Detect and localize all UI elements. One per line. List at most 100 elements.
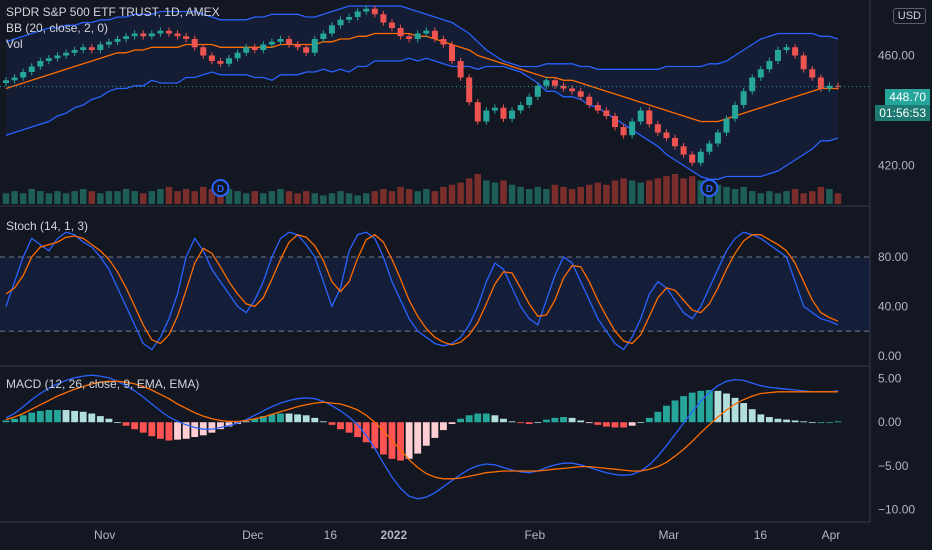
candle-body <box>500 107 507 119</box>
candle-body <box>165 30 172 34</box>
candle-body <box>620 127 627 136</box>
candle-body <box>45 58 52 61</box>
candle-body <box>337 19 344 26</box>
macd-histogram-bar <box>45 410 53 423</box>
volume-bar <box>19 193 27 204</box>
candle-body <box>834 85 842 87</box>
candle-body <box>491 107 498 111</box>
volume-bar <box>371 191 379 204</box>
candle-body <box>800 55 807 70</box>
volume-bar <box>139 193 147 204</box>
macd-histogram-bar <box>800 421 808 423</box>
macd-histogram-bar <box>311 417 319 423</box>
volume-bar <box>620 178 627 204</box>
macd-histogram-bar <box>19 415 27 423</box>
macd-histogram-bar <box>585 422 593 424</box>
volume-bar <box>165 186 173 204</box>
candle-body <box>208 55 215 61</box>
volume-bar <box>525 189 533 204</box>
macd-histogram-bar <box>2 420 10 423</box>
macd-histogram-bar <box>663 405 670 423</box>
volume-bar <box>28 189 35 204</box>
volume-bar <box>311 193 319 204</box>
candle-body <box>157 30 164 34</box>
macd-histogram-bar <box>688 392 696 423</box>
candle-body <box>732 105 739 119</box>
volume-bar <box>45 193 53 204</box>
candle-body <box>569 88 576 92</box>
candle-body <box>123 36 130 39</box>
dividend-marker-label: D <box>706 184 713 195</box>
main-legend: SPDR S&P 500 ETF TRUST, 1D, AMEX BB (20,… <box>6 4 220 52</box>
candle-body <box>294 44 301 48</box>
candle-body <box>328 25 335 34</box>
volume-bar <box>268 191 276 204</box>
volume-bar <box>285 191 293 204</box>
time-axis-tick: Nov <box>94 528 115 542</box>
macd-histogram-bar <box>165 422 173 441</box>
macd-histogram-bar <box>457 418 465 423</box>
volume-bar <box>242 193 250 204</box>
volume-bar <box>637 182 644 204</box>
macd-histogram-bar <box>422 422 430 446</box>
candle-body <box>560 85 567 89</box>
last-price-badge: 448.70 <box>885 89 930 105</box>
macd-histogram-bar <box>208 422 216 433</box>
volume-bar <box>414 191 421 204</box>
candle-body <box>517 105 524 111</box>
macd-histogram-bar <box>148 422 156 437</box>
volume-bar <box>783 191 790 204</box>
candle-body <box>603 110 610 116</box>
macd-histogram-bar <box>268 414 276 423</box>
candle-body <box>320 33 327 39</box>
volume-bar <box>671 174 679 204</box>
candle-body <box>174 33 181 37</box>
candle-body <box>826 85 833 89</box>
macd-histogram-bar <box>448 422 456 424</box>
currency-button[interactable]: USD <box>892 8 926 24</box>
macd-histogram-bar <box>671 400 679 423</box>
macd-axis-tick: −10.00 <box>878 502 915 516</box>
stoch-k-line <box>5 231 839 351</box>
macd-histogram-bar <box>817 422 825 424</box>
macd-histogram-bar <box>96 416 104 423</box>
time-axis-tick: 2022 <box>380 528 407 542</box>
time-axis-tick: Mar <box>658 528 679 542</box>
candle-body <box>277 39 284 42</box>
volume-bar <box>362 193 370 204</box>
macd-histogram-bar <box>71 410 79 423</box>
volume-bar <box>337 191 344 204</box>
macd-histogram-bar <box>379 422 387 455</box>
time-axis-tick: Feb <box>524 528 545 542</box>
volume-bar <box>380 189 387 204</box>
volume-bar <box>122 189 130 204</box>
candle-body <box>234 52 241 59</box>
bb-band-fill <box>6 6 838 180</box>
candle-body <box>457 61 464 78</box>
macd-histogram-bar <box>611 422 619 428</box>
volume-bar <box>723 186 730 204</box>
volume-bar <box>740 186 747 204</box>
candle-body <box>646 110 653 125</box>
candle-body <box>672 138 679 147</box>
time-axis-tick: 16 <box>324 528 338 542</box>
candle-body <box>423 30 430 34</box>
volume-bar <box>800 193 807 204</box>
dividend-marker-label: D <box>217 184 224 195</box>
macd-histogram-bar <box>62 410 70 423</box>
candle-body <box>243 47 250 53</box>
volume-bar <box>491 182 499 204</box>
macd-axis-tick: 0.00 <box>878 415 902 429</box>
macd-histogram-bar <box>465 415 473 423</box>
macd-histogram-bar <box>834 421 842 423</box>
candle-body <box>226 58 233 64</box>
volume-bar <box>148 191 156 204</box>
volume-bar <box>517 186 524 204</box>
macd-histogram-bar <box>757 414 765 423</box>
volume-bar <box>54 191 61 204</box>
volume-bar <box>97 193 104 204</box>
stoch-axis-tick: 0.00 <box>878 349 902 363</box>
volume-bar <box>191 191 198 204</box>
macd-histogram-bar <box>723 393 730 423</box>
